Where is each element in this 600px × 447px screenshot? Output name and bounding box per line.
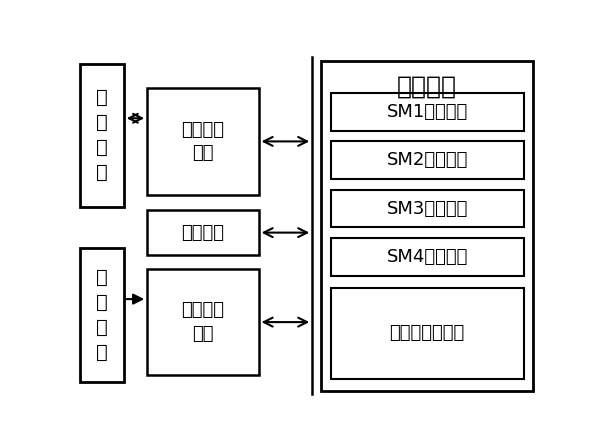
Text: SM1国密算法: SM1国密算法 xyxy=(386,103,468,121)
Bar xyxy=(331,93,524,131)
Bar xyxy=(331,238,524,276)
Bar xyxy=(331,288,524,379)
Bar xyxy=(80,64,124,207)
Bar xyxy=(147,210,259,255)
Text: 进程校验
模块: 进程校验 模块 xyxy=(181,301,224,343)
Text: 存储模块: 存储模块 xyxy=(181,224,224,242)
Bar xyxy=(331,141,524,179)
Bar xyxy=(322,60,533,391)
Text: SM2国密算法: SM2国密算法 xyxy=(386,152,468,169)
Text: 算法模块: 算法模块 xyxy=(397,74,457,98)
Bar xyxy=(80,248,124,382)
Text: SM4国密算法: SM4国密算法 xyxy=(386,248,468,266)
Bar xyxy=(147,88,259,195)
Text: 协议校验
模块: 协议校验 模块 xyxy=(181,121,224,162)
Bar xyxy=(331,190,524,228)
Text: 低
速
接
口: 低 速 接 口 xyxy=(96,89,107,182)
Bar xyxy=(147,269,259,375)
Text: 高
速
接
口: 高 速 接 口 xyxy=(96,268,107,362)
Text: 真随机数发生器: 真随机数发生器 xyxy=(389,324,465,342)
Text: SM3国密算法: SM3国密算法 xyxy=(386,199,468,218)
